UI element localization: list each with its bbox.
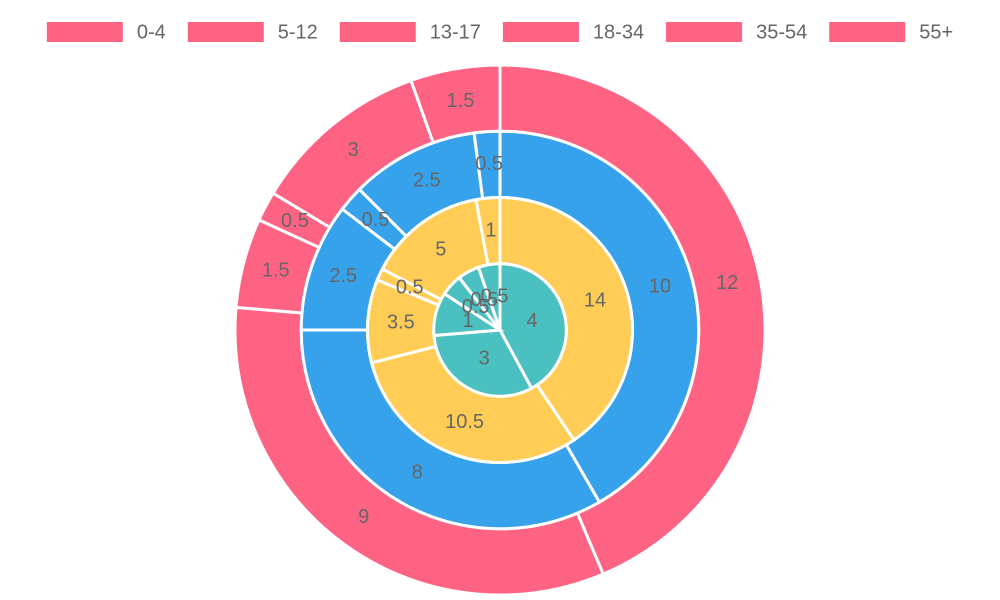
value-label: 1.5 [262, 259, 290, 281]
legend-item: 18-34 [502, 21, 644, 43]
legend: 0-4 5-12 13-17 18-34 35-54 55+ [46, 21, 953, 43]
legend-swatch [339, 22, 416, 42]
value-label: 0.5 [462, 296, 490, 318]
legend-item: 0-4 [46, 21, 166, 43]
value-label: 3.5 [387, 311, 415, 333]
legend-item: 13-17 [339, 21, 481, 43]
value-label: 10 [649, 275, 671, 297]
value-label: 4 [527, 310, 538, 332]
value-label: 0.5 [362, 209, 390, 231]
value-label: 0.5 [281, 210, 309, 232]
value-label: 0.5 [475, 153, 503, 175]
value-label: 5 [435, 238, 446, 260]
legend-swatch [829, 22, 906, 42]
value-label: 8 [412, 462, 423, 484]
legend-item: 35-54 [666, 21, 807, 43]
value-label: 3 [479, 347, 490, 369]
rings [233, 63, 767, 597]
legend-swatch [502, 22, 579, 42]
legend-label: 18-34 [593, 21, 644, 43]
legend-item: 55+ [829, 21, 953, 43]
value-label: 2.5 [329, 265, 357, 287]
legend-label: 13-17 [430, 21, 481, 43]
legend-label: 35-54 [756, 21, 807, 43]
segment [498, 262, 568, 391]
value-label: 0.5 [470, 289, 498, 311]
legend-swatch [187, 22, 264, 42]
value-label: 1 [485, 219, 496, 241]
value-label: 12 [716, 272, 738, 294]
value-label: 1.5 [447, 90, 475, 112]
value-label: 0.5 [481, 286, 509, 308]
value-label: 2.5 [413, 170, 441, 192]
legend-label: 0-4 [137, 21, 166, 43]
legend-label: 5-12 [278, 21, 318, 43]
legend-item: 5-12 [187, 21, 318, 43]
value-label: 14 [584, 289, 606, 311]
value-label: 0.5 [396, 277, 424, 299]
legend-swatch [666, 22, 743, 42]
value-label: 1 [462, 310, 473, 332]
legend-swatch [46, 22, 123, 42]
value-label: 9 [358, 506, 369, 528]
legend-label: 55+ [919, 21, 953, 43]
value-label: 10.5 [445, 411, 484, 433]
segment [432, 328, 534, 398]
value-labels: 1291.50.531.51082.50.52.50.51410.53.50.5… [262, 90, 739, 528]
segment [476, 262, 502, 331]
value-label: 3 [348, 139, 359, 161]
